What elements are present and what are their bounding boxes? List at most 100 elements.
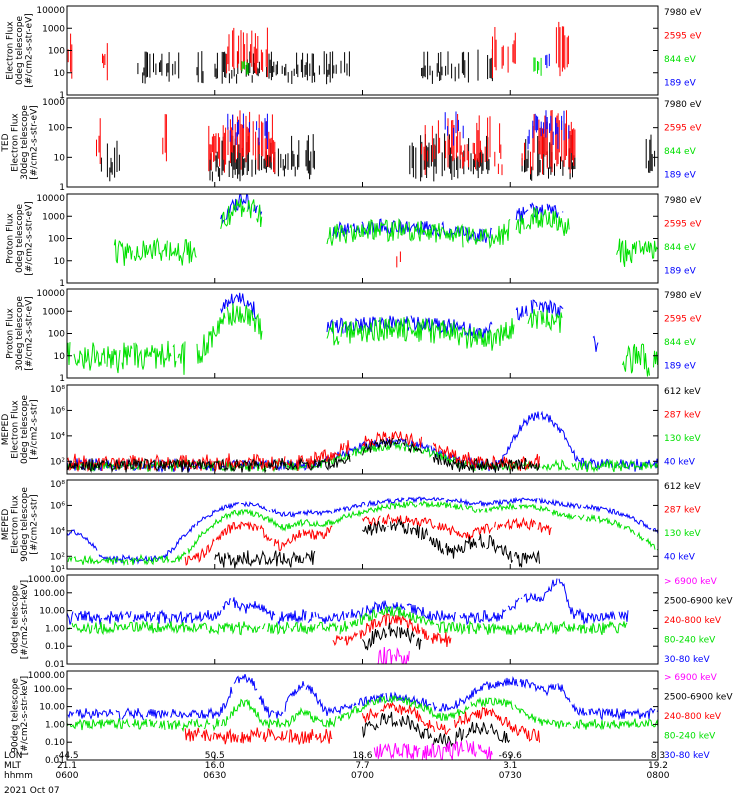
row-label-hhmm: hhmm [4,771,33,781]
xtick-mlt: 16.0 [205,761,225,771]
xtick-hhmm: 0630 [203,771,226,781]
series-black [362,711,510,748]
ytick-label: 1000.00 [28,671,65,681]
ytick-label: 1 [59,183,65,193]
legend-entry: > 6900 keV [664,577,718,587]
legend-entry: 7980 eV [664,100,702,110]
legend-entry: 30-80 keV [664,655,710,665]
panel-6-frame [66,479,659,570]
legend-entry: 7980 eV [664,291,702,301]
ytick-label: 10⁴ [50,527,65,537]
xtick-hhmm: 0730 [499,771,522,781]
ytick-label: 1 [59,374,65,384]
legend-entry: 7980 eV [664,8,702,18]
panel-5: 10² 10⁴ 10⁶ 10⁸ MEPED Electron Flux 0deg teles… [1,384,701,475]
legend-entry: 612 keV [664,482,701,492]
legend-entry: 240-800 keV [664,616,722,626]
legend-entry: 130 keV [664,529,701,539]
ytick-label: 0.01 [45,660,65,670]
legend-entry: 189 eV [664,79,697,89]
legend-entry: 612 keV [664,387,701,397]
ytick-label: 1 [59,279,65,289]
ytick-label: 1.00 [45,720,65,730]
ylabel-line: 30deg telescope [20,105,30,180]
series-blue [227,110,570,150]
ytick-label: 10⁸ [50,480,65,490]
panel-5-data [67,410,658,474]
xtick-lon: -69.6 [499,751,523,761]
ytick-label: 100.00 [34,589,66,599]
ylabel-line: 0deg telescope [10,585,20,655]
ytick-label: 10⁴ [50,432,65,442]
ylabel-line: 90deg telescope [10,678,20,753]
series-blue [67,673,658,721]
ytick-label: 10¹ [50,565,65,575]
panel-7-data [67,578,629,664]
ytick-label: 10 [54,352,66,362]
legend-entry: 189 eV [664,171,697,181]
panel-1-frame [66,5,659,96]
ytick-label: 10² [50,552,65,562]
series-red [396,251,401,268]
ylabel-line: Electron Flux [10,400,20,459]
legend-entry: 287 keV [664,506,701,516]
legend-entry: 189 eV [664,362,697,372]
ytick-label: 100.00 [34,685,66,695]
panel-3: 1 10 100 1000 10000 Proton Flux 0deg telescope… [6,193,702,289]
ytick-label: 10000 [36,289,65,299]
panel-8-data [67,673,658,760]
ytick-label: 0.01 [45,756,65,766]
series-black [214,518,540,569]
series-black [362,622,422,651]
plot-date: 2021 Oct 07 [4,786,60,796]
ylabel-line: Electron Flux [10,113,20,172]
ylabel-line: [#/cm2-s-str-eV] [29,105,39,180]
ylabel-line: Proton Flux [6,213,16,264]
ylabel-line: Proton Flux [6,308,16,359]
ylabel-line: [#/cm2-s-str-eV] [25,13,35,88]
panel-8: 0.01 0.10 1.00 10.00 100.00 1000.00 90deg tele… [10,670,733,766]
ytick-label: 100 [48,124,65,134]
panel-6-data [67,496,658,569]
series-blue [67,496,658,565]
legend-entry: 40 keV [664,458,696,468]
panel-4-data [67,292,658,377]
xtick-hhmm: 0600 [56,771,79,781]
ylabel-line: [#/cm2-s-str] [29,399,39,459]
series-magenta [377,646,410,664]
legend-entry: 240-800 keV [664,712,722,722]
ylabel-line: [#/cm2-s-str-keV] [20,676,30,755]
series-red [184,513,552,566]
legend-entry: > 6900 keV [664,673,718,683]
series-green [241,57,542,76]
row-label-lon: LON [4,751,23,761]
legend-entry: 30-80 keV [664,751,710,761]
xtick-mlt: 21.1 [57,761,77,771]
series-red [184,702,540,745]
legend-entry: 2595 eV [664,315,702,325]
xtick-lon: 50.5 [205,751,225,761]
legend-entry: 80-240 keV [664,636,716,646]
series-magenta [373,740,493,760]
series-blue [67,578,629,626]
legend-entry: 287 keV [664,411,701,421]
ytick-label: 1000 [42,212,65,222]
panel-3-data [113,194,658,268]
ylabel-line: 0deg telescope [20,395,30,465]
ytick-label: 10 [54,257,66,267]
legend-entry: 844 eV [664,147,697,157]
ytick-label: 100 [48,330,65,340]
ytick-label: 100 [48,47,65,57]
ytick-label: 10⁶ [50,406,65,416]
series-green [67,303,658,377]
xtick-lon: 8.3 [651,751,665,761]
ylabel-line: [#/cm2-s-str-eV] [25,201,35,276]
ylabel-line: [#/cm2-s-str-eV] [25,296,35,371]
ytick-label: 0.10 [45,738,65,748]
ytick-label: 10² [50,457,65,467]
xtick-mlt: 7.7 [355,761,369,771]
panel-6: 10¹ 10² 10⁴ 10⁶ 10⁸ MEPED Electron Flux 90deg t… [1,479,701,575]
